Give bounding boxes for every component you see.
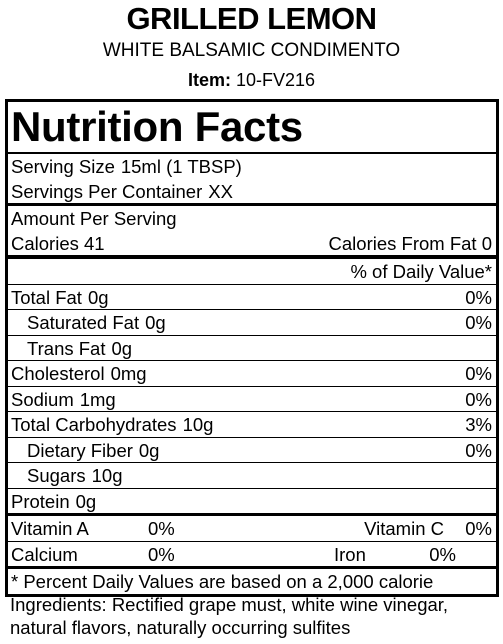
nutrient-row: Dietary Fiber 0g 0% (8, 438, 496, 463)
nutrient-amount: 0g (145, 312, 166, 333)
nutrient-amount: 1mg (79, 388, 116, 410)
nutrient-dv: 0% (465, 388, 492, 410)
vitamin-dv: 0% (148, 518, 175, 539)
nutrient-amount: 10g (182, 414, 214, 435)
nutrient-dv: 0% (465, 363, 492, 384)
nutrient-list: Total Fat 0g 0% Saturated Fat 0g 0% Trans Fat 0… (8, 285, 496, 516)
nutrient-name: Sodium (11, 388, 74, 410)
servings-per-container: Servings Per Container XX (8, 179, 496, 206)
nutrient-dv: 3% (465, 414, 492, 435)
calories: Calories 41 (11, 232, 105, 254)
amount-per-serving: Amount Per Serving (11, 208, 177, 229)
product-title: GRILLED LEMON (126, 1, 377, 36)
vitamin-dv: 0% (429, 543, 456, 565)
nutrient-row: Total Fat 0g 0% (8, 285, 496, 310)
nutrient-amount: 10g (91, 465, 123, 486)
ingredients: Ingredients: Rectified grape must, white… (10, 594, 449, 638)
nutrient-name: Protein (11, 490, 70, 512)
serving-size-value: 15ml (1 TBSP) (120, 156, 242, 177)
nutrient-row: Cholesterol 0mg 0% (8, 361, 496, 387)
nutrient-dv: 0% (465, 312, 492, 333)
item-code: 10-FV216 (235, 70, 316, 90)
nutrient-name: Total Carbohydrates (11, 414, 177, 435)
vitamin-name: Iron (334, 543, 366, 565)
vitamin-row: Calcium 0% Iron 0% (8, 542, 496, 569)
nutrient-dv: 0% (465, 439, 492, 461)
nutrient-amount: 0g (138, 439, 160, 461)
item-label: Item: (187, 70, 231, 90)
vitamin-row: Vitamin A 0% Vitamin C 0% (8, 516, 496, 542)
vitamin-name: Vitamin C (364, 518, 444, 539)
product-subtitle: WHITE BALSAMIC CONDIMENTO (102, 40, 401, 61)
nutrient-name: Saturated Fat (27, 312, 140, 333)
nutrient-name: Sugars (27, 465, 86, 486)
nutrient-amount: 0g (87, 286, 109, 308)
servings-value: XX (208, 180, 233, 202)
nutrient-name: Cholesterol (11, 363, 105, 384)
vitamin-name: Vitamin A (11, 518, 89, 539)
label-title: Nutrition Facts (8, 102, 496, 154)
vitamin-dv: 0% (465, 518, 492, 539)
nutrient-dv: 0% (465, 286, 492, 308)
footnote: * Percent Daily Values are based on a 2,… (11, 571, 434, 592)
servings-label: Servings Per Container (11, 180, 203, 202)
nutrient-row: Protein 0g (8, 489, 496, 516)
vitamin-dv: 0% (148, 543, 175, 565)
daily-value-header: % of Daily Value* (350, 261, 492, 282)
nutrient-row: Sugars 10g (8, 463, 496, 489)
calories-from-fat: Calories From Fat 0 (328, 232, 492, 254)
nutrient-name: Trans Fat (27, 337, 106, 359)
nutrient-amount: 0mg (110, 363, 147, 384)
nutrient-name: Total Fat (11, 286, 82, 308)
nutrient-row: Trans Fat 0g (8, 336, 496, 361)
nutrient-row: Total Carbohydrates 10g 3% (8, 412, 496, 438)
nutrient-row: Sodium 1mg 0% (8, 387, 496, 412)
nutrient-name: Dietary Fiber (27, 439, 133, 461)
nutrient-row: Saturated Fat 0g 0% (8, 310, 496, 336)
daily-value-header-row: % of Daily Value* (8, 259, 496, 285)
calories-row: Calories 41 Calories From Fat 0 (8, 231, 496, 259)
serving-size: Serving Size 15ml (1 TBSP) (8, 154, 496, 179)
nutrition-label: Nutrition Facts Serving Size 15ml (1 TBSP… (5, 99, 499, 597)
serving-size-label: Serving Size (11, 156, 115, 177)
nutrient-amount: 0g (111, 337, 133, 359)
vitamin-name: Calcium (11, 543, 78, 565)
item-line: Item: 10-FV216 (0, 70, 503, 91)
vitamin-list: Vitamin A 0% Vitamin C 0% Calcium 0% Iron 0% (8, 516, 496, 569)
nutrient-amount: 0g (75, 490, 97, 512)
